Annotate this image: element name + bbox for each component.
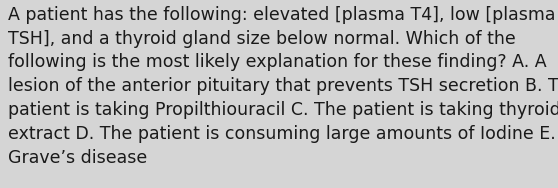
Text: A patient has the following: elevated [plasma T4], low [plasma
TSH], and a thyro: A patient has the following: elevated [p… [8, 6, 558, 167]
